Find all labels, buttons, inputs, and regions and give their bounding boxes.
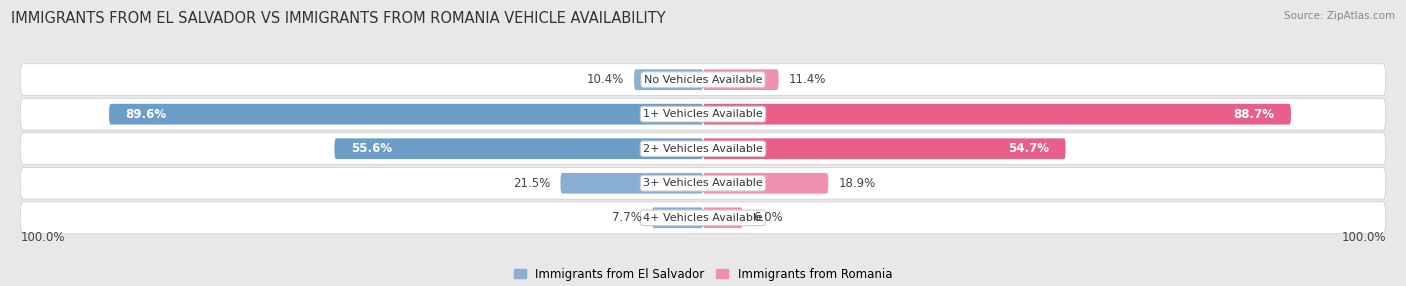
- Text: 100.0%: 100.0%: [1341, 231, 1386, 244]
- Text: 54.7%: 54.7%: [1008, 142, 1049, 155]
- Text: 1+ Vehicles Available: 1+ Vehicles Available: [643, 109, 763, 119]
- Text: 6.0%: 6.0%: [752, 211, 783, 224]
- Text: 2+ Vehicles Available: 2+ Vehicles Available: [643, 144, 763, 154]
- Text: 55.6%: 55.6%: [352, 142, 392, 155]
- Text: Source: ZipAtlas.com: Source: ZipAtlas.com: [1284, 11, 1395, 21]
- FancyBboxPatch shape: [20, 167, 1386, 199]
- FancyBboxPatch shape: [703, 138, 1066, 159]
- FancyBboxPatch shape: [335, 138, 703, 159]
- Text: IMMIGRANTS FROM EL SALVADOR VS IMMIGRANTS FROM ROMANIA VEHICLE AVAILABILITY: IMMIGRANTS FROM EL SALVADOR VS IMMIGRANT…: [11, 11, 666, 26]
- Text: 21.5%: 21.5%: [513, 177, 551, 190]
- Text: 10.4%: 10.4%: [586, 73, 624, 86]
- Text: 3+ Vehicles Available: 3+ Vehicles Available: [643, 178, 763, 188]
- FancyBboxPatch shape: [703, 207, 742, 228]
- FancyBboxPatch shape: [110, 104, 703, 124]
- Text: 4+ Vehicles Available: 4+ Vehicles Available: [643, 213, 763, 223]
- Legend: Immigrants from El Salvador, Immigrants from Romania: Immigrants from El Salvador, Immigrants …: [509, 263, 897, 286]
- Text: 89.6%: 89.6%: [125, 108, 167, 121]
- FancyBboxPatch shape: [20, 98, 1386, 130]
- FancyBboxPatch shape: [703, 104, 1291, 124]
- Text: 88.7%: 88.7%: [1233, 108, 1274, 121]
- FancyBboxPatch shape: [20, 202, 1386, 234]
- FancyBboxPatch shape: [20, 64, 1386, 96]
- FancyBboxPatch shape: [703, 173, 828, 194]
- FancyBboxPatch shape: [634, 69, 703, 90]
- Text: 18.9%: 18.9%: [838, 177, 876, 190]
- FancyBboxPatch shape: [20, 133, 1386, 165]
- FancyBboxPatch shape: [703, 69, 779, 90]
- Text: 7.7%: 7.7%: [612, 211, 643, 224]
- Text: 100.0%: 100.0%: [20, 231, 65, 244]
- FancyBboxPatch shape: [652, 207, 703, 228]
- Text: No Vehicles Available: No Vehicles Available: [644, 75, 762, 85]
- Text: 11.4%: 11.4%: [789, 73, 825, 86]
- FancyBboxPatch shape: [561, 173, 703, 194]
